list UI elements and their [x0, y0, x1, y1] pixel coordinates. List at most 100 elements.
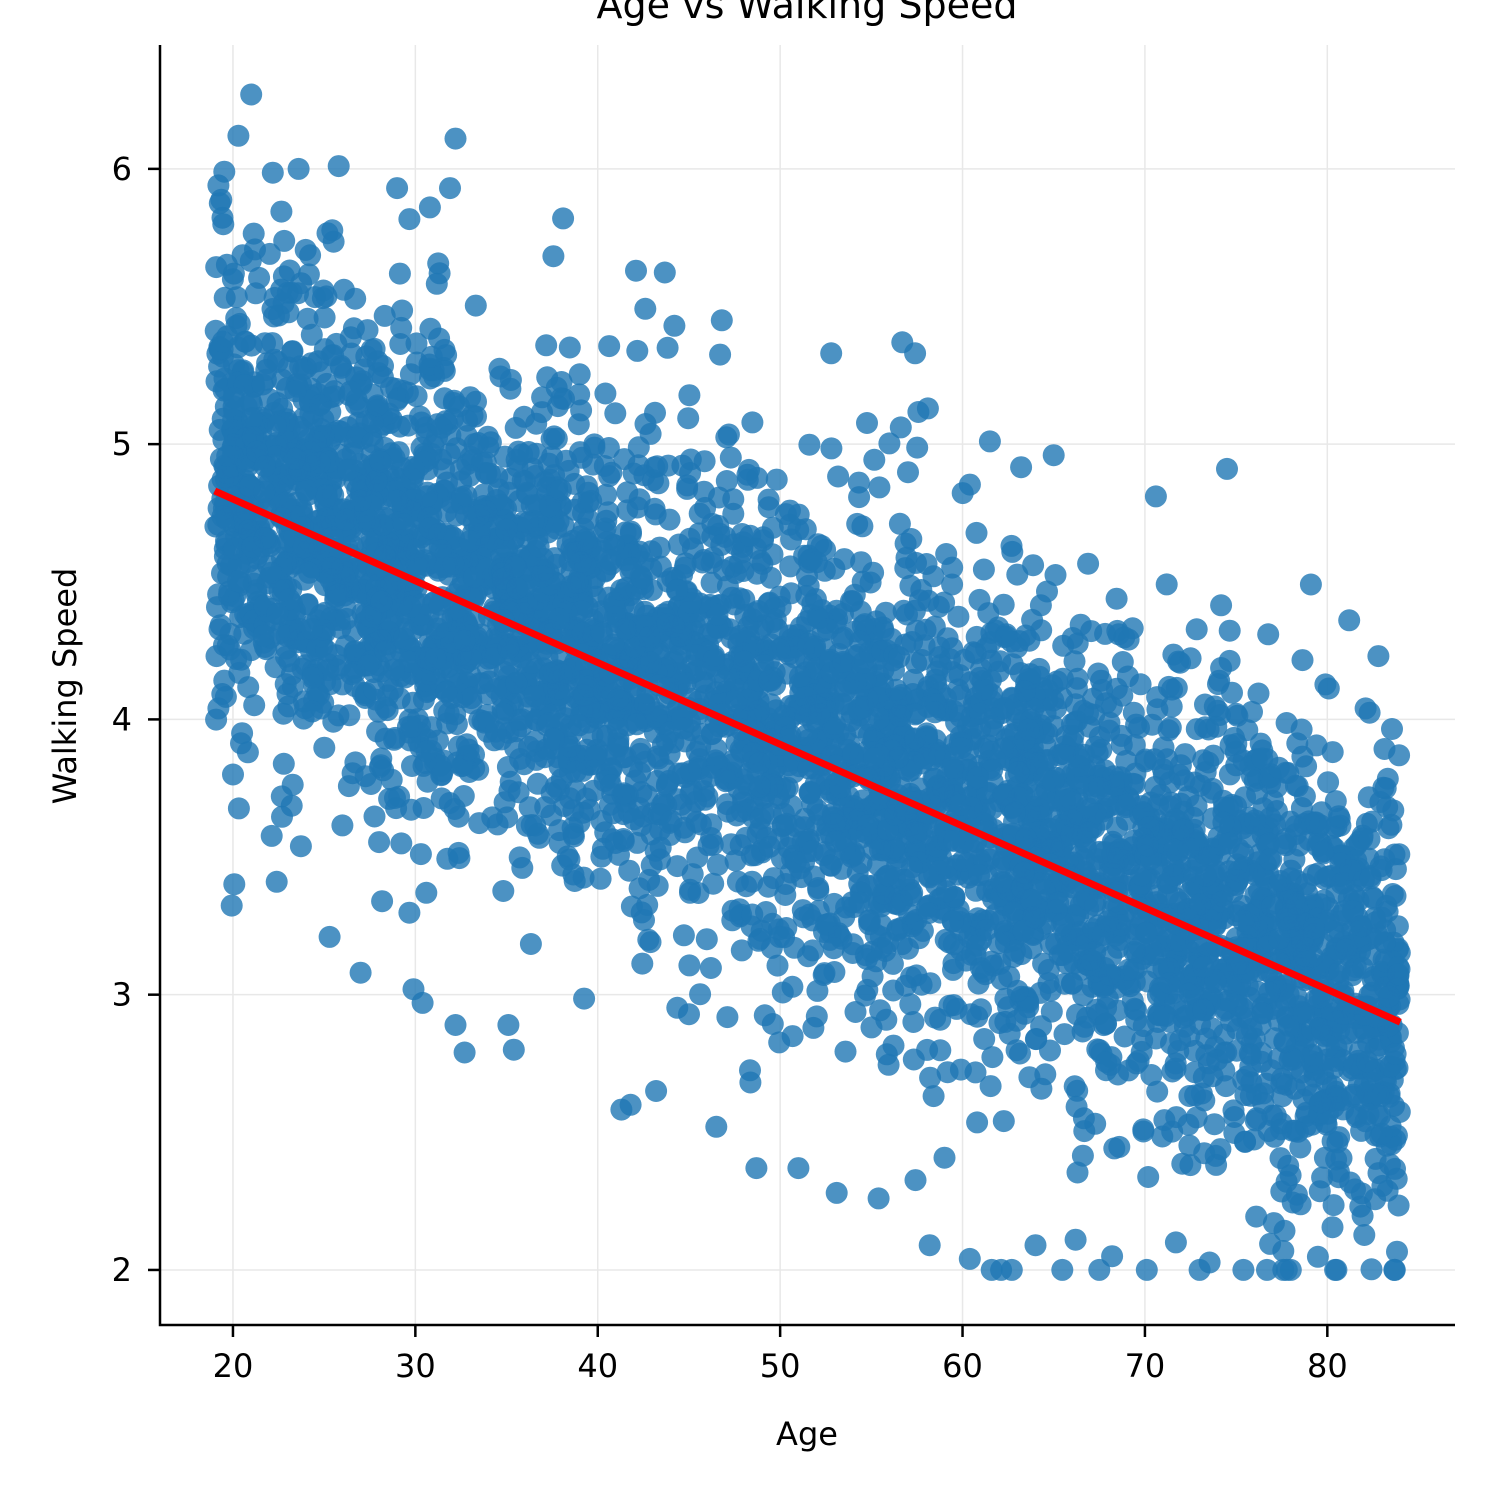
data-point — [1103, 1137, 1126, 1160]
data-point — [1244, 809, 1267, 832]
data-point — [1353, 1224, 1376, 1246]
data-point — [403, 458, 426, 481]
data-point — [1077, 552, 1100, 575]
data-point — [794, 686, 817, 709]
data-point — [1244, 1109, 1267, 1132]
data-point — [649, 555, 672, 578]
data-point — [415, 881, 438, 904]
data-point — [697, 834, 720, 857]
data-point — [980, 950, 1003, 973]
data-point — [973, 1028, 996, 1050]
data-point — [888, 512, 911, 535]
data-point — [433, 359, 456, 382]
data-point — [390, 316, 413, 339]
data-point — [833, 548, 856, 571]
data-point — [863, 448, 886, 471]
data-point — [774, 884, 797, 906]
data-point — [834, 1040, 857, 1063]
data-point — [1291, 649, 1314, 672]
data-point — [733, 650, 756, 673]
data-point — [415, 485, 438, 508]
data-point — [771, 815, 794, 838]
data-point — [1201, 777, 1224, 800]
data-point — [1123, 940, 1146, 963]
data-point — [297, 561, 320, 584]
data-point — [1193, 1142, 1216, 1165]
data-point — [653, 261, 676, 284]
data-point — [1292, 1002, 1315, 1025]
data-point — [699, 957, 722, 979]
data-point — [1360, 1258, 1383, 1281]
data-point — [610, 579, 633, 601]
data-point — [1219, 734, 1242, 757]
data-point — [725, 804, 748, 827]
data-point — [274, 491, 297, 514]
data-point — [1095, 1051, 1118, 1073]
data-point — [741, 411, 764, 434]
data-point — [899, 574, 922, 597]
data-point — [1285, 892, 1308, 915]
data-point — [679, 760, 702, 782]
data-point — [634, 297, 657, 320]
data-point — [1042, 715, 1065, 738]
data-point — [969, 702, 992, 725]
data-point — [1125, 1052, 1148, 1075]
data-point — [1183, 1061, 1206, 1084]
data-point — [694, 788, 716, 811]
data-point — [749, 807, 772, 830]
data-point — [495, 518, 518, 541]
data-point — [1105, 587, 1128, 610]
data-point — [337, 775, 360, 798]
data-point — [390, 832, 413, 855]
data-points — [204, 83, 1411, 1281]
data-point — [1322, 920, 1345, 943]
data-point — [323, 380, 346, 403]
data-point — [598, 465, 621, 488]
data-point — [854, 613, 876, 636]
data-point — [941, 756, 964, 779]
data-point — [389, 333, 412, 355]
data-point — [968, 864, 991, 887]
data-point — [225, 314, 248, 337]
data-point — [313, 306, 336, 329]
data-point — [1313, 867, 1336, 890]
data-point — [211, 407, 234, 430]
data-point — [816, 618, 839, 641]
data-point — [894, 557, 917, 580]
data-point — [1388, 1101, 1411, 1123]
data-point — [768, 638, 791, 661]
data-point — [525, 412, 548, 435]
data-point — [1225, 754, 1248, 777]
data-point — [384, 726, 407, 749]
data-point — [476, 425, 499, 448]
data-point — [650, 803, 672, 826]
data-point — [566, 571, 589, 594]
data-point — [598, 335, 621, 358]
data-point — [674, 672, 697, 695]
data-point — [967, 972, 990, 995]
data-point — [979, 1075, 1002, 1098]
data-point — [992, 1110, 1015, 1133]
data-point — [820, 437, 843, 460]
data-point — [331, 814, 354, 837]
data-point — [563, 498, 586, 521]
data-point — [856, 412, 878, 434]
data-point — [205, 370, 228, 393]
data-point — [409, 843, 432, 866]
data-point — [1311, 840, 1334, 863]
data-point — [1289, 1136, 1312, 1159]
data-point — [992, 593, 1015, 616]
data-point — [700, 813, 723, 836]
data-point — [798, 903, 821, 926]
data-point — [1234, 1130, 1256, 1153]
data-point — [558, 336, 581, 359]
data-point — [1251, 747, 1274, 770]
data-point — [914, 618, 937, 641]
data-point — [220, 894, 243, 917]
data-point — [1042, 770, 1065, 793]
data-point — [244, 282, 267, 305]
data-point — [270, 200, 293, 223]
data-point — [412, 797, 435, 819]
data-point — [877, 932, 899, 954]
data-point — [1317, 771, 1340, 794]
